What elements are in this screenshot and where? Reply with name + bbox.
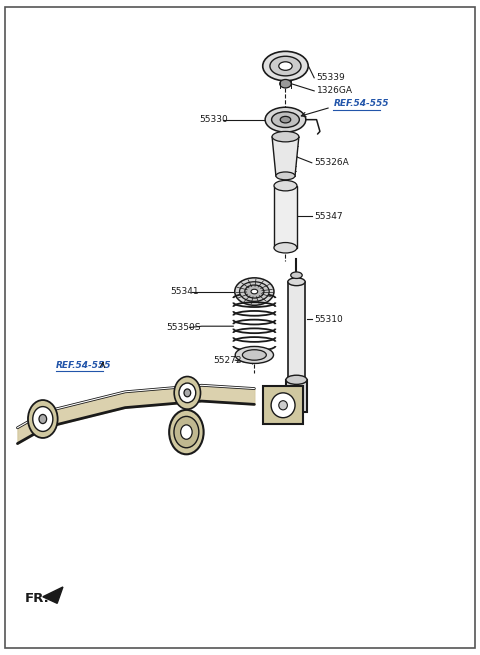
Ellipse shape — [33, 407, 53, 432]
Bar — [263, 386, 303, 424]
Ellipse shape — [184, 389, 191, 397]
Ellipse shape — [271, 393, 295, 418]
Ellipse shape — [288, 278, 305, 286]
Ellipse shape — [235, 278, 274, 305]
Text: 55310: 55310 — [314, 314, 343, 324]
Ellipse shape — [291, 272, 302, 278]
Ellipse shape — [274, 242, 297, 253]
Ellipse shape — [174, 377, 201, 409]
Ellipse shape — [251, 290, 258, 294]
Text: REF.54-555: REF.54-555 — [333, 100, 389, 109]
Ellipse shape — [272, 132, 299, 142]
Ellipse shape — [235, 346, 274, 364]
Ellipse shape — [274, 180, 297, 191]
Text: FR.: FR. — [24, 592, 49, 605]
Ellipse shape — [245, 285, 264, 298]
Bar — [286, 380, 307, 413]
Ellipse shape — [272, 112, 300, 128]
Ellipse shape — [242, 350, 266, 360]
Polygon shape — [43, 587, 63, 603]
Text: REF.54-555: REF.54-555 — [56, 361, 111, 370]
Ellipse shape — [174, 417, 199, 448]
Ellipse shape — [263, 51, 308, 81]
Ellipse shape — [270, 56, 301, 76]
Ellipse shape — [39, 415, 47, 424]
Ellipse shape — [276, 172, 295, 179]
Ellipse shape — [280, 79, 291, 88]
Ellipse shape — [279, 62, 292, 70]
Ellipse shape — [280, 117, 291, 123]
Text: 55330: 55330 — [199, 115, 228, 124]
Text: 55350S: 55350S — [166, 323, 200, 332]
Text: 55347: 55347 — [314, 212, 343, 221]
Ellipse shape — [28, 400, 58, 438]
Ellipse shape — [169, 410, 204, 455]
Text: 55339: 55339 — [317, 73, 345, 83]
Text: 55341: 55341 — [170, 287, 199, 296]
Ellipse shape — [265, 107, 306, 132]
Ellipse shape — [240, 282, 269, 301]
Ellipse shape — [279, 401, 288, 410]
Text: 55326A: 55326A — [314, 159, 349, 167]
Polygon shape — [272, 137, 299, 176]
Bar — [274, 185, 297, 248]
Ellipse shape — [179, 383, 196, 403]
Ellipse shape — [180, 425, 192, 440]
Ellipse shape — [286, 375, 307, 384]
Text: 1326GA: 1326GA — [317, 86, 353, 96]
Text: 55272: 55272 — [214, 356, 242, 365]
Bar — [288, 282, 305, 380]
